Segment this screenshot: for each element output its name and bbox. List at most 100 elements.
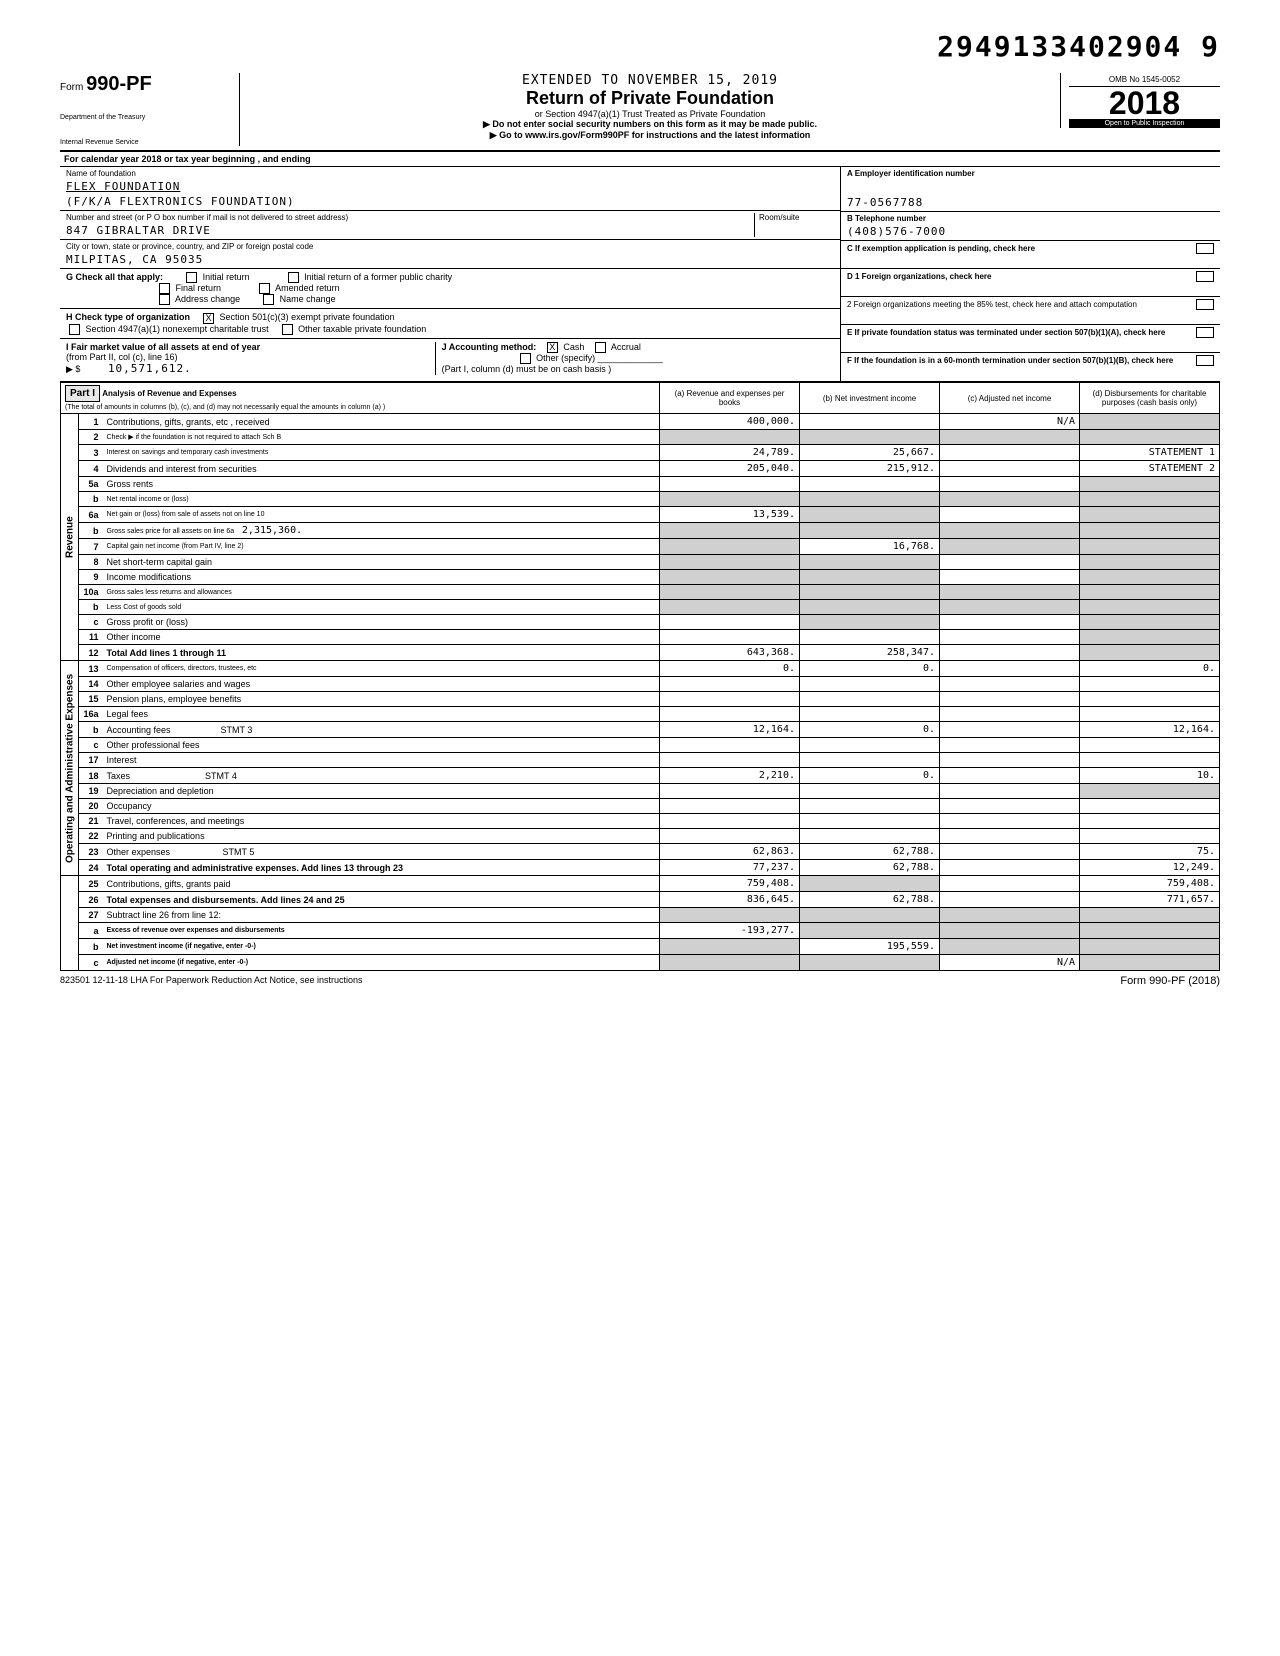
row-num: 17 xyxy=(79,753,103,768)
row-label: Printing and publications xyxy=(103,829,660,844)
phone-cell: B Telephone number (408)576-7000 xyxy=(841,212,1220,241)
cash-checkbox[interactable]: X xyxy=(547,342,558,353)
cell: STATEMENT 1 xyxy=(1080,445,1220,461)
cell xyxy=(940,523,1080,539)
initial-former-checkbox[interactable] xyxy=(288,272,299,283)
e-checkbox[interactable] xyxy=(1196,327,1214,338)
h-501-checkbox[interactable]: X xyxy=(203,313,214,324)
cell: 62,788. xyxy=(800,892,940,908)
row-label: Gross sales price for all assets on line… xyxy=(103,523,660,539)
table-row: 14Other employee salaries and wages xyxy=(61,677,1220,692)
cell: 62,788. xyxy=(800,860,940,876)
d2-checkbox[interactable] xyxy=(1196,299,1214,310)
accrual-checkbox[interactable] xyxy=(595,342,606,353)
cell xyxy=(1080,430,1220,445)
table-row: 20Occupancy xyxy=(61,799,1220,814)
cell xyxy=(660,555,800,570)
cell xyxy=(1080,923,1220,939)
cell xyxy=(1080,738,1220,753)
table-row: 5aGross rents xyxy=(61,477,1220,492)
row-label: Taxes STMT 4 xyxy=(103,768,660,784)
row-num: b xyxy=(79,939,103,955)
row-label: Total Add lines 1 through 11 xyxy=(103,645,660,661)
cell xyxy=(800,814,940,829)
cell xyxy=(800,955,940,971)
cell: 75. xyxy=(1080,844,1220,860)
cell xyxy=(940,645,1080,661)
dept-irs: Internal Revenue Service xyxy=(60,139,231,146)
f-checkbox[interactable] xyxy=(1196,355,1214,366)
cell xyxy=(800,570,940,585)
calendar-year-line: For calendar year 2018 or tax year begin… xyxy=(60,152,1220,167)
row-num: 4 xyxy=(79,461,103,477)
cell: 25,667. xyxy=(800,445,940,461)
name-change-checkbox[interactable] xyxy=(263,294,274,305)
document-control-number: 2949133402904 9 xyxy=(60,30,1220,63)
tax-year: 2018 xyxy=(1069,87,1220,119)
e-label: E If private foundation status was termi… xyxy=(847,328,1165,337)
cell: 13,539. xyxy=(660,507,800,523)
row-label: Compensation of officers, directors, tru… xyxy=(103,661,660,677)
row-label: Check ▶ if the foundation is not require… xyxy=(103,430,660,445)
row-label: Travel, conferences, and meetings xyxy=(103,814,660,829)
cell xyxy=(800,707,940,722)
row-num: b xyxy=(79,523,103,539)
cell: 205,040. xyxy=(660,461,800,477)
street-address: 847 GIBRALTAR DRIVE xyxy=(66,222,754,237)
cell xyxy=(1080,555,1220,570)
row-label: Other income xyxy=(103,630,660,645)
cell xyxy=(660,707,800,722)
amended-return-checkbox[interactable] xyxy=(259,283,270,294)
row-label: Gross profit or (loss) xyxy=(103,615,660,630)
c-checkbox[interactable] xyxy=(1196,243,1214,254)
table-row: aExcess of revenue over expenses and dis… xyxy=(61,923,1220,939)
cell xyxy=(940,539,1080,555)
row-num: b xyxy=(79,600,103,615)
fmv-value: 10,571,612. xyxy=(108,360,192,375)
row-num: c xyxy=(79,955,103,971)
row-num: 26 xyxy=(79,892,103,908)
cell xyxy=(1080,477,1220,492)
h-4947-checkbox[interactable] xyxy=(69,324,80,335)
cell xyxy=(1080,585,1220,600)
h-other-checkbox[interactable] xyxy=(282,324,293,335)
ein-label: A Employer identification number xyxy=(847,169,1214,178)
h-label: H Check type of organization xyxy=(66,312,190,322)
cell xyxy=(1080,600,1220,615)
table-row: 18Taxes STMT 42,210.0.10. xyxy=(61,768,1220,784)
row-label: Net rental income or (loss) xyxy=(103,492,660,507)
form-number: 990-PF xyxy=(86,73,152,95)
addr-change-checkbox[interactable] xyxy=(159,294,170,305)
row-num: 3 xyxy=(79,445,103,461)
cell xyxy=(660,492,800,507)
cell xyxy=(940,615,1080,630)
f-cell: F If the foundation is in a 60-month ter… xyxy=(841,353,1220,381)
cell xyxy=(660,585,800,600)
cell xyxy=(800,630,940,645)
row-num: 9 xyxy=(79,570,103,585)
cell xyxy=(940,768,1080,784)
table-row: cAdjusted net income (if negative, enter… xyxy=(61,955,1220,971)
final-return-checkbox[interactable] xyxy=(159,283,170,294)
row-label: Contributions, gifts, grants, etc , rece… xyxy=(103,414,660,430)
cell xyxy=(940,829,1080,844)
row-num: 21 xyxy=(79,814,103,829)
other-method-checkbox[interactable] xyxy=(520,353,531,364)
final-return-label: Final return xyxy=(176,283,222,293)
cell: 0. xyxy=(660,661,800,677)
cell xyxy=(940,555,1080,570)
cell xyxy=(1080,645,1220,661)
row-num: 16a xyxy=(79,707,103,722)
cell: STATEMENT 2 xyxy=(1080,461,1220,477)
cell xyxy=(800,784,940,799)
cell xyxy=(1080,615,1220,630)
cell: 2,210. xyxy=(660,768,800,784)
row-num: 27 xyxy=(79,908,103,923)
initial-return-checkbox[interactable] xyxy=(186,272,197,283)
col-c-header: (c) Adjusted net income xyxy=(940,383,1080,414)
row-label: Occupancy xyxy=(103,799,660,814)
cell xyxy=(800,492,940,507)
cell xyxy=(940,430,1080,445)
d1-checkbox[interactable] xyxy=(1196,271,1214,282)
cell xyxy=(940,876,1080,892)
